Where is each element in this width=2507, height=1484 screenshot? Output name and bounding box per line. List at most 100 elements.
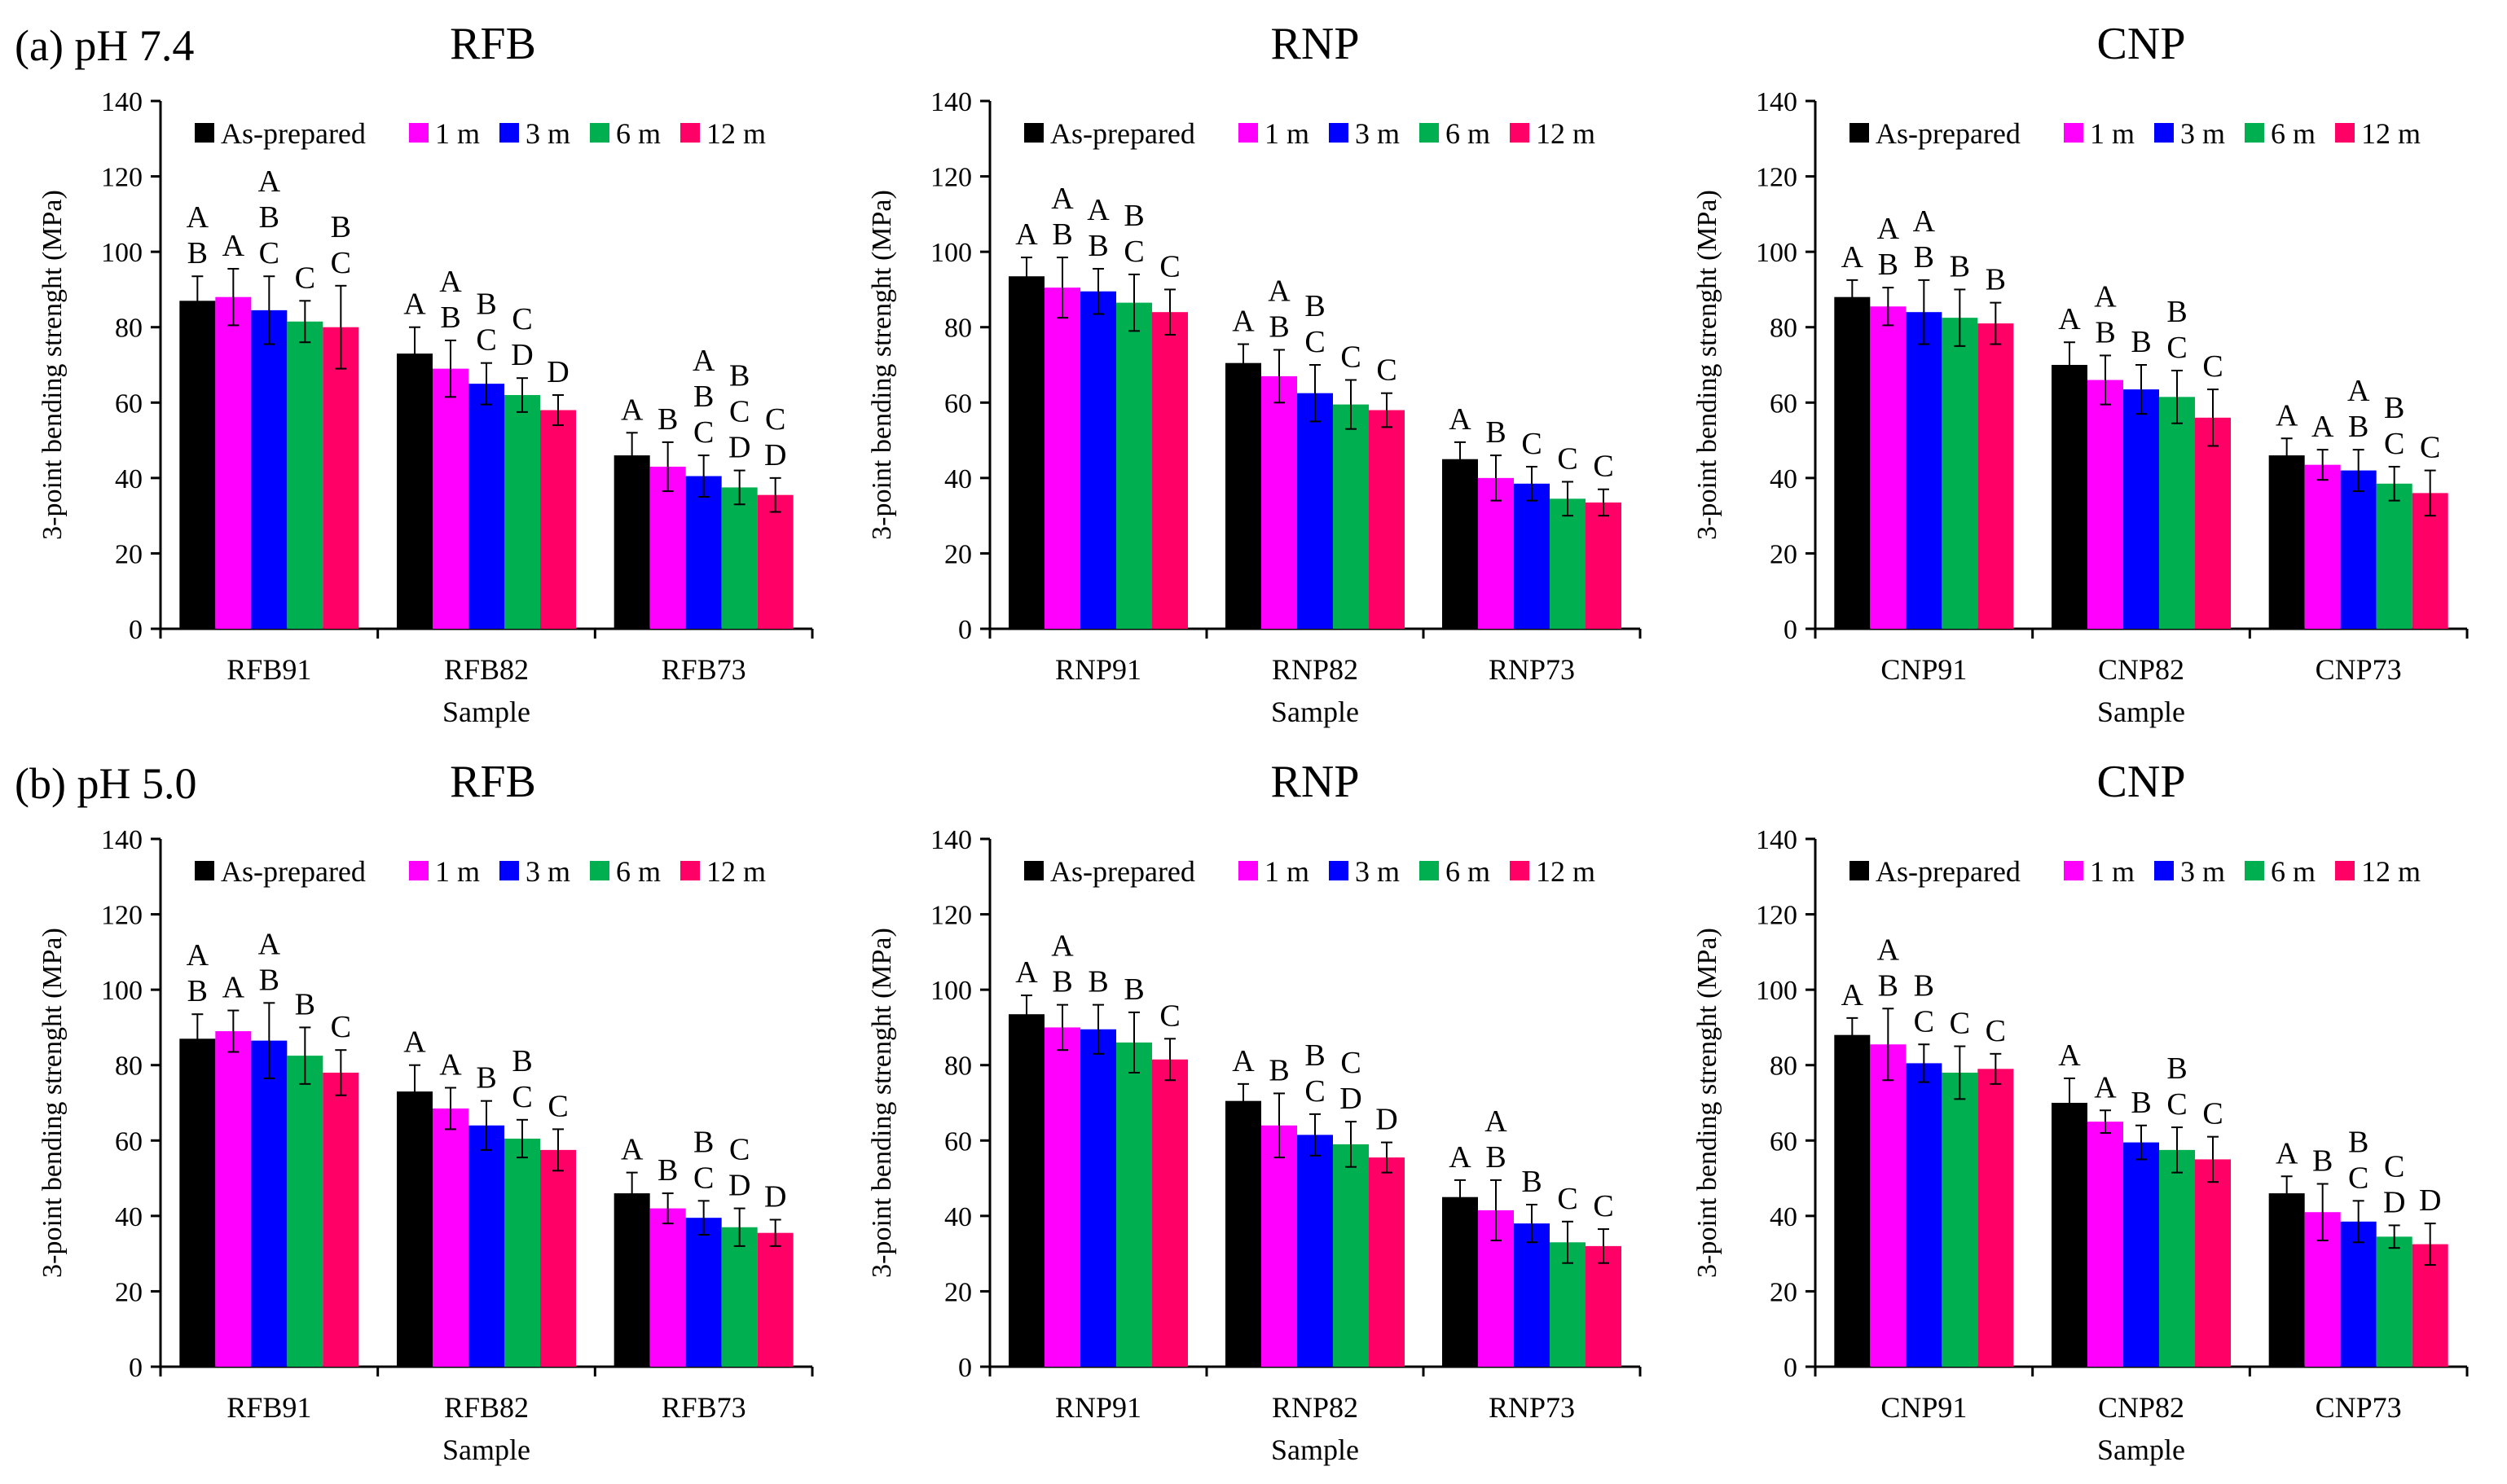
chart-1-bar xyxy=(397,353,433,629)
chart-3-significance-letter: B xyxy=(1950,249,1970,283)
chart-6-ytick-label: 40 xyxy=(1770,1202,1797,1232)
chart-1-legend-swatch xyxy=(590,123,609,143)
chart-1-significance-letter: D xyxy=(728,431,750,465)
chart-6-legend-swatch xyxy=(2245,861,2264,880)
chart-6-bar xyxy=(2195,1159,2231,1367)
chart-1-legend-swatch xyxy=(680,123,700,143)
chart-6-legend-label: 12 m xyxy=(2361,855,2421,888)
chart-3-ytick-label: 0 xyxy=(1783,615,1797,645)
chart-4-significance-letter: D xyxy=(728,1169,750,1203)
chart-2-legend-label: 6 m xyxy=(1445,117,1490,150)
chart-6-bar xyxy=(2340,1221,2377,1367)
chart-6-significance-letter: B xyxy=(1878,968,1898,1003)
chart-6-significance-letter: C xyxy=(1914,1004,1934,1038)
chart-5-category-label: RNP91 xyxy=(1055,1391,1141,1424)
chart-1-category-label: RFB91 xyxy=(227,653,311,686)
chart-4-bar xyxy=(323,1072,359,1367)
chart-4-bar xyxy=(251,1040,288,1367)
chart-1-category-label: RFB73 xyxy=(662,653,746,686)
chart-1-significance-letter: A xyxy=(439,265,462,299)
chart-3-legend-swatch xyxy=(2335,123,2355,143)
chart-1-ytick-label: 140 xyxy=(101,87,143,117)
chart-3-bar xyxy=(2340,470,2377,629)
chart-6-bar xyxy=(2268,1193,2305,1367)
chart-2-significance-letter: C xyxy=(1557,441,1577,476)
chart-4-significance-letter: A xyxy=(439,1047,462,1082)
chart-1-significance-letter: C xyxy=(295,261,315,295)
chart-4-significance-letter: C xyxy=(331,1010,351,1044)
chart-1-legend-swatch xyxy=(499,123,519,143)
chart-3-legend-swatch xyxy=(2154,123,2174,143)
chart-6-significance-letter: C xyxy=(1950,1007,1970,1041)
chart-3-significance-letter: A xyxy=(2276,398,2298,432)
chart-6-bar xyxy=(1834,1034,1871,1367)
chart-3-significance-letter: C xyxy=(2384,427,2404,461)
chart-4-significance-letter: A xyxy=(403,1025,426,1060)
chart-2-bar xyxy=(1586,502,1621,629)
chart-6-bar xyxy=(2087,1122,2123,1367)
chart-4-significance-letter: C xyxy=(512,1080,532,1114)
chart-5-significance-letter: B xyxy=(1269,1053,1289,1087)
chart-2-bar xyxy=(1333,404,1369,629)
chart-4-bar xyxy=(433,1108,468,1367)
chart-2-bar xyxy=(1369,410,1405,629)
chart-2-legend-label: 12 m xyxy=(1536,117,1595,150)
chart-4-bar xyxy=(540,1149,576,1367)
chart-3-significance-letter: A xyxy=(2311,410,2334,444)
chart-5-legend-swatch xyxy=(1419,861,1439,880)
chart-6-significance-letter: A xyxy=(2276,1136,2298,1170)
chart-1-significance-letter: C xyxy=(476,323,496,358)
chart-2-significance-letter: C xyxy=(1124,235,1144,269)
chart-1-legend-swatch xyxy=(409,123,429,143)
chart-2-legend-swatch xyxy=(1238,123,1258,143)
chart-1-significance-letter: B xyxy=(331,210,351,244)
chart-4-bar xyxy=(468,1125,504,1367)
chart-6-significance-letter: B xyxy=(2348,1125,2368,1159)
chart-2-significance-letter: A xyxy=(1268,274,1291,308)
chart-6-significance-letter: D xyxy=(2419,1183,2441,1218)
chart-5-ytick-label: 60 xyxy=(944,1126,972,1157)
chart-2-category-label: RNP82 xyxy=(1272,653,1358,686)
chart-2-significance-letter: A xyxy=(1232,305,1255,339)
chart-3-ylabel: 3-point bending strenght (MPa) xyxy=(1692,190,1722,540)
chart-2-ytick-label: 120 xyxy=(930,163,972,193)
chart-6-category-label: CNP91 xyxy=(1880,1391,1967,1424)
chart-3-significance-letter: A xyxy=(2058,302,2081,336)
chart-2-legend-swatch xyxy=(1510,123,1529,143)
row-label-ph74: (a) pH 7.4 xyxy=(15,21,194,70)
chart-6-xlabel: Sample xyxy=(2097,1434,2185,1466)
chart-6-significance-letter: B xyxy=(2166,1052,2187,1086)
chart-4-legend-swatch xyxy=(499,861,519,880)
chart-1-bar xyxy=(721,487,758,629)
chart-3-bar xyxy=(2159,397,2195,629)
chart-1-ytick-label: 100 xyxy=(101,238,143,268)
chart-1-significance-letter: A xyxy=(222,229,245,263)
chart-3-bar xyxy=(2052,365,2087,629)
chart-5-bar xyxy=(1442,1196,1478,1367)
chart-2-bar xyxy=(1297,393,1333,629)
chart-1-bar xyxy=(540,410,576,629)
chart-5-legend-swatch xyxy=(1024,861,1044,880)
chart-3-significance-letter: B xyxy=(2131,325,2151,359)
chart-4-bar xyxy=(179,1038,216,1367)
chart-1-significance-letter: D xyxy=(511,338,533,372)
chart-5-legend-label: 3 m xyxy=(1355,855,1400,888)
chart-4-significance-letter: B xyxy=(693,1125,714,1159)
chart-4-legend-swatch xyxy=(680,861,700,880)
chart-2-legend-label: 3 m xyxy=(1355,117,1400,150)
chart-6-bar xyxy=(1870,1044,1907,1367)
chart-3-category-label: CNP73 xyxy=(2316,653,2402,686)
chart-4-significance-letter: A xyxy=(621,1133,644,1167)
chart-1-significance-letter: B xyxy=(187,236,208,270)
chart-3-significance-letter: B xyxy=(1914,240,1934,274)
chart-3-significance-letter: B xyxy=(2348,410,2368,444)
chart-2-bar xyxy=(1009,276,1045,629)
chart-4-bar xyxy=(397,1091,433,1367)
chart-2-ytick-label: 100 xyxy=(930,238,972,268)
chart-3-category-label: CNP91 xyxy=(1880,653,1967,686)
chart-6-significance-letter: A xyxy=(1841,978,1864,1012)
chart-4-ytick-label: 140 xyxy=(101,825,143,855)
chart-3-significance-letter: C xyxy=(2420,431,2440,465)
chart-4-legend-label: 6 m xyxy=(616,855,661,888)
chart-3-bar xyxy=(2268,455,2305,629)
